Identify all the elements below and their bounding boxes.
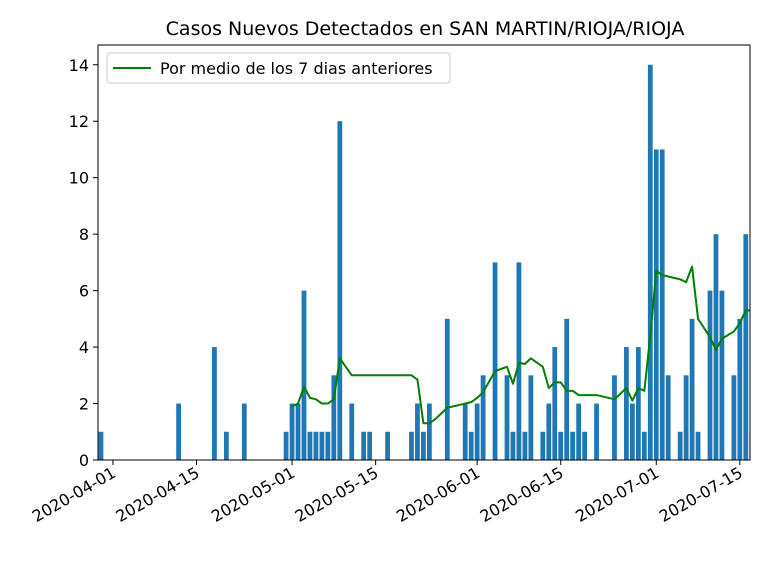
bar-2020-05-06 [319,431,325,460]
bar-2020-06-10 [528,375,534,460]
bar-2020-07-16 [743,234,749,460]
bar-2020-05-17 [385,431,390,460]
bar-2020-07-15 [737,318,743,460]
bar-2020-05-27 [444,318,450,460]
legend-label: Por medio de los 7 dias anteriores [160,59,433,78]
x-tick-label: 2020-07-01 [572,463,662,526]
x-tick-label: 2020-04-15 [112,463,202,526]
bar-2020-06-19 [582,431,587,460]
bar-2020-06-24 [612,375,617,460]
bar-2020-04-18 [212,347,217,460]
bar-2020-06-27 [629,403,635,460]
x-tick-label: 2020-05-15 [292,463,382,526]
bar-2020-05-05 [313,431,319,460]
bar-2020-06-30 [647,64,653,460]
plot-area [97,44,751,461]
x-tick-label: 2020-06-01 [393,463,483,526]
bar-2020-05-23 [421,431,426,460]
chart-title: Casos Nuevos Detectados en SAN MARTIN/RI… [166,18,685,40]
bar-2020-05-22 [415,403,420,460]
bar-2020-04-12 [176,403,181,460]
bar-2020-05-24 [426,403,432,460]
bar-2020-05-31 [468,431,474,460]
bar-2020-06-15 [558,431,564,460]
x-tick-label: 2020-05-01 [208,463,298,526]
bar-2020-06-09 [522,431,528,460]
bar-2020-06-29 [641,431,647,460]
bar-2020-04-30 [283,431,289,460]
bar-2020-07-01 [653,149,659,460]
bar-2020-06-12 [540,431,546,460]
bar-2020-06-17 [570,431,576,460]
bar-2020-05-13 [361,431,367,460]
bar-2020-06-28 [635,347,641,460]
bar-2020-05-04 [307,431,313,460]
bar-2020-07-08 [695,431,701,460]
bar-2020-05-21 [409,431,414,460]
y-tick-label: 2 [79,395,89,414]
bar-2020-07-06 [683,375,689,460]
bar-2020-06-04 [492,262,498,460]
bar-2020-05-07 [325,431,331,460]
legend: Por medio de los 7 dias anteriores [106,52,451,84]
bar-2020-06-14 [552,347,558,460]
bar-2020-06-01 [474,403,480,460]
bar-2020-05-01 [289,403,295,460]
bar-2020-05-30 [462,403,468,460]
bar-2020-05-14 [367,431,373,460]
bar-2020-07-12 [719,290,725,460]
bar-2020-06-02 [480,375,486,460]
y-tick-label: 12 [69,112,89,131]
x-tick-label: 2020-04-01 [29,463,119,526]
bar-2020-07-11 [713,234,719,460]
bar-2020-04-23 [241,403,247,460]
bar-2020-06-18 [576,403,582,460]
bar-2020-06-08 [516,262,522,460]
bar-series [98,64,750,460]
bar-2020-05-02 [295,403,301,460]
y-tick-label: 10 [69,169,89,188]
bar-2020-05-11 [349,403,355,460]
y-tick-label: 14 [69,56,89,75]
bar-2020-07-02 [659,149,665,460]
legend-box [106,52,451,84]
bar-2020-05-08 [331,375,337,460]
y-tick-label: 6 [79,282,89,301]
y-tick-label: 4 [79,338,89,357]
bar-2020-06-13 [546,403,552,460]
bar-2020-06-07 [510,431,516,460]
y-tick-label: 8 [79,225,89,244]
bar-2020-05-03 [301,290,307,460]
x-tick-label: 2020-07-15 [656,463,746,526]
bar-2020-06-26 [624,347,629,460]
bar-2020-07-03 [665,375,671,460]
bar-2020-07-05 [677,431,683,460]
bar-2020-06-06 [504,375,510,460]
line-series [291,265,750,425]
x-tick-label: 2020-06-15 [477,463,567,526]
bar-2020-06-21 [594,403,599,460]
bar-2020-04-20 [223,431,229,460]
bar-2020-03-30 [98,431,104,460]
bar-2020-05-09 [337,121,343,460]
bar-2020-07-14 [731,375,737,460]
y-tick-label: 0 [79,451,89,470]
moving-average-line [291,265,750,425]
bar-2020-07-07 [689,318,695,460]
plot-frame [97,44,751,461]
y-axis: 0 2 4 6 8 10 12 14 [69,56,98,470]
bar-2020-07-10 [707,290,713,460]
